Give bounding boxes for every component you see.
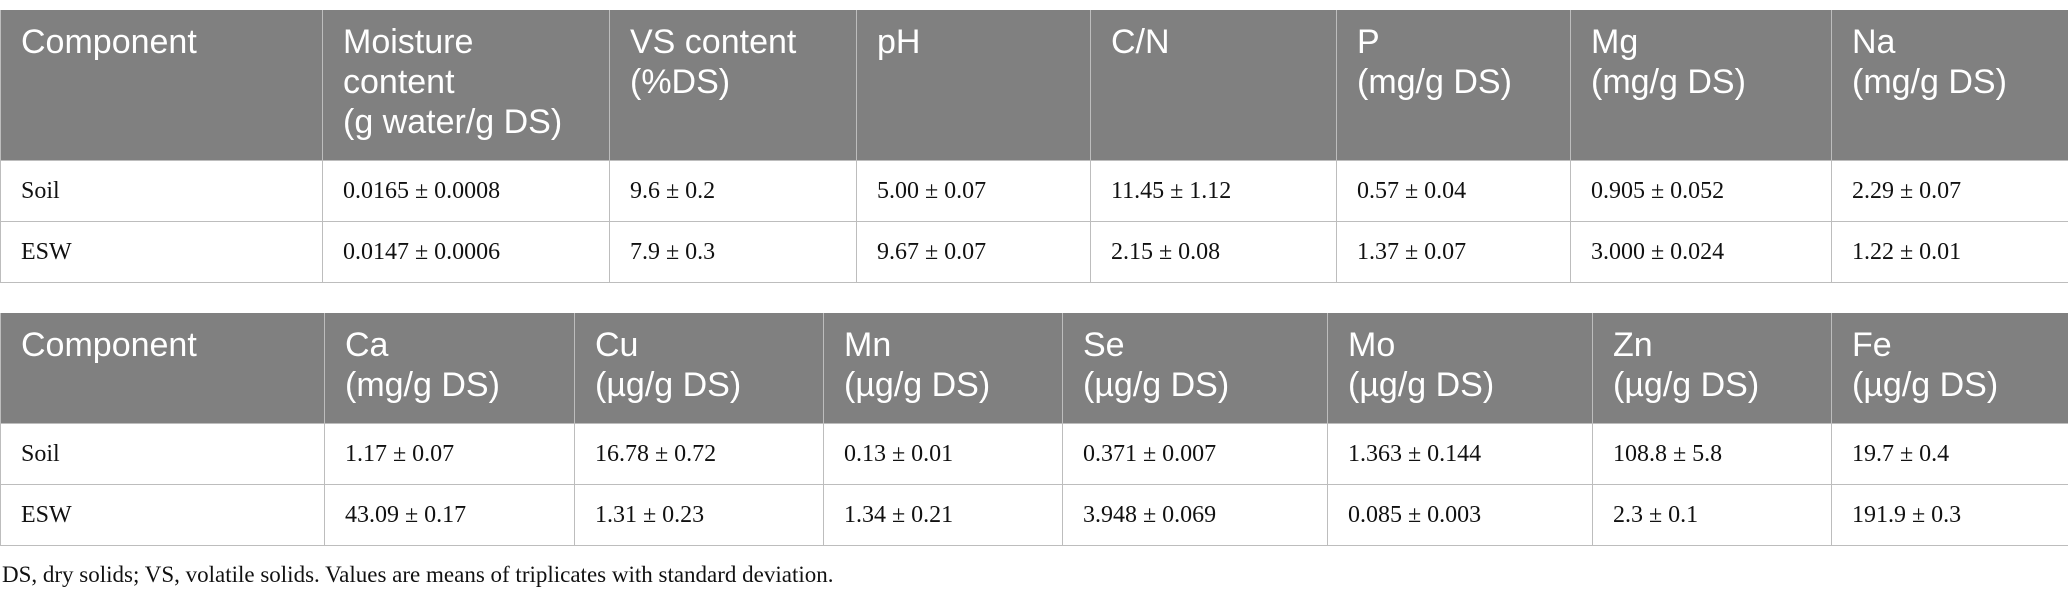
table-cell: 11.45 ± 1.12	[1090, 160, 1337, 222]
header-row: Component Ca (mg/g DS) Cu (µg/g DS) Mn (µg/g D…	[0, 313, 2068, 424]
data-table: Component Ca (mg/g DS) Cu (µg/g DS) Mn (µg/g D…	[0, 313, 2068, 546]
header-line: (mg/g DS)	[345, 366, 500, 404]
table-cell: 7.9 ± 0.3	[609, 221, 857, 283]
table-cell: 2.3 ± 0.1	[1592, 484, 1832, 546]
header-line: Moisture	[343, 23, 474, 61]
header-line: Fe	[1852, 326, 1892, 364]
table-cell: 43.09 ± 0.17	[324, 484, 575, 546]
table-cell: 0.085 ± 0.003	[1327, 484, 1593, 546]
header-line: Zn	[1613, 326, 1653, 364]
header-cell: Ca (mg/g DS)	[324, 313, 575, 424]
header-line: (%DS)	[630, 63, 731, 101]
header-line: (µg/g DS)	[844, 366, 991, 404]
header-line: content	[343, 63, 455, 101]
header-line: Mo	[1348, 326, 1396, 364]
header-cell: Fe (µg/g DS)	[1831, 313, 2068, 424]
header-cell: pH	[856, 10, 1091, 161]
header-line: P	[1357, 23, 1380, 61]
header-line: Se	[1083, 326, 1125, 364]
table-cell: 1.363 ± 0.144	[1327, 423, 1593, 485]
table-cell: 0.905 ± 0.052	[1570, 160, 1832, 222]
table-cell: 1.34 ± 0.21	[823, 484, 1063, 546]
table-cell: 0.57 ± 0.04	[1336, 160, 1571, 222]
table-cell: 2.15 ± 0.08	[1090, 221, 1337, 283]
header-line: Mg	[1591, 23, 1639, 61]
header-line: (mg/g DS)	[1591, 63, 1746, 101]
table-cell: Soil	[0, 160, 323, 222]
table-cell: 0.13 ± 0.01	[823, 423, 1063, 485]
header-line: (µg/g DS)	[595, 366, 742, 404]
data-table: Component Moisture content (g water/g DS) VS…	[0, 10, 2068, 283]
header-line: Component	[21, 23, 197, 61]
header-cell: Na (mg/g DS)	[1831, 10, 2068, 161]
header-line: (µg/g DS)	[1613, 366, 1760, 404]
table-cell: 9.67 ± 0.07	[856, 221, 1091, 283]
table-cell: 108.8 ± 5.8	[1592, 423, 1832, 485]
header-line: Ca	[345, 326, 389, 364]
header-row: Component Moisture content (g water/g DS) VS…	[0, 10, 2068, 161]
header-line: (mg/g DS)	[1852, 63, 2007, 101]
table-row: Soil 0.0165 ± 0.0008 9.6 ± 0.2 5.00 ± 0.07 1…	[0, 160, 2068, 222]
header-line: Cu	[595, 326, 639, 364]
table-cell: 0.0165 ± 0.0008	[322, 160, 610, 222]
header-line: pH	[877, 23, 921, 61]
table-row: Soil 1.17 ± 0.07 16.78 ± 0.72 0.13 ± 0.01 0.…	[0, 423, 2068, 485]
header-line: C/N	[1111, 23, 1170, 61]
table-cell: ESW	[0, 484, 325, 546]
table-row: ESW 43.09 ± 0.17 1.31 ± 0.23 1.34 ± 0.21 3.9…	[0, 484, 2068, 546]
header-cell: Se (µg/g DS)	[1062, 313, 1328, 424]
table-cell: 0.371 ± 0.007	[1062, 423, 1328, 485]
header-cell: P (mg/g DS)	[1336, 10, 1571, 161]
header-line: (g water/g DS)	[343, 103, 563, 141]
header-line: Na	[1852, 23, 1896, 61]
header-cell: Mn (µg/g DS)	[823, 313, 1063, 424]
table-cell: 3.948 ± 0.069	[1062, 484, 1328, 546]
table-cell: 1.31 ± 0.23	[574, 484, 824, 546]
table-cell: 0.0147 ± 0.0006	[322, 221, 610, 283]
header-cell: VS content (%DS)	[609, 10, 857, 161]
table-cell: 1.37 ± 0.07	[1336, 221, 1571, 283]
table-cell: Soil	[0, 423, 325, 485]
header-cell: Mo (µg/g DS)	[1327, 313, 1593, 424]
header-cell: C/N	[1090, 10, 1337, 161]
table-cell: 1.17 ± 0.07	[324, 423, 575, 485]
table-cell: 19.7 ± 0.4	[1831, 423, 2068, 485]
header-line: VS content	[630, 23, 797, 61]
table-cell: 1.22 ± 0.01	[1831, 221, 2068, 283]
header-line: (µg/g DS)	[1348, 366, 1495, 404]
table-cell: 2.29 ± 0.07	[1831, 160, 2068, 222]
header-cell: Zn (µg/g DS)	[1592, 313, 1832, 424]
table-row: ESW 0.0147 ± 0.0006 7.9 ± 0.3 9.67 ± 0.07 2.…	[0, 221, 2068, 283]
table-cell: 16.78 ± 0.72	[574, 423, 824, 485]
header-line: Component	[21, 326, 197, 364]
header-cell: Component	[0, 313, 325, 424]
header-cell: Component	[0, 10, 323, 161]
header-cell: Mg (mg/g DS)	[1570, 10, 1832, 161]
table-cell: 9.6 ± 0.2	[609, 160, 857, 222]
header-line: (µg/g DS)	[1852, 366, 1999, 404]
header-cell: Moisture content (g water/g DS)	[322, 10, 610, 161]
header-line: (mg/g DS)	[1357, 63, 1512, 101]
footnote: DS, dry solids; VS, volatile solids. Val…	[2, 562, 834, 587]
header-line: Mn	[844, 326, 892, 364]
header-line: (µg/g DS)	[1083, 366, 1230, 404]
header-cell: Cu (µg/g DS)	[574, 313, 824, 424]
table-cell: 191.9 ± 0.3	[1831, 484, 2068, 546]
table-cell: 3.000 ± 0.024	[1570, 221, 1832, 283]
table-cell: 5.00 ± 0.07	[856, 160, 1091, 222]
table-cell: ESW	[0, 221, 323, 283]
